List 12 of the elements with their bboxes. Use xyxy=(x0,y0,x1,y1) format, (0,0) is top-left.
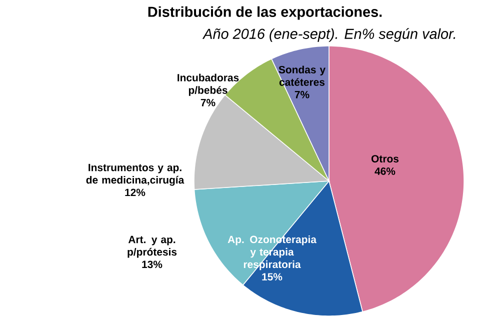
data-label: 15% xyxy=(262,273,282,281)
data-label: 13% xyxy=(142,260,162,268)
slice-label: Otros xyxy=(371,155,399,162)
slice-label: Incubadoras p/bebés xyxy=(178,74,239,96)
data-label: 46% xyxy=(374,168,396,175)
chart-title: Distribución de las exportaciones. xyxy=(148,6,382,20)
slice-label: Instrumentos y ap. de medicina,cirugía xyxy=(86,164,184,186)
slice-label: Art. y ap. p/prótesis xyxy=(128,236,177,258)
chart-subtitle: Año 2016 (ene-sept). En% según valor. xyxy=(202,28,456,42)
data-label: 7% xyxy=(200,98,216,106)
data-label: 12% xyxy=(125,188,146,196)
data-label: 7% xyxy=(294,90,310,98)
